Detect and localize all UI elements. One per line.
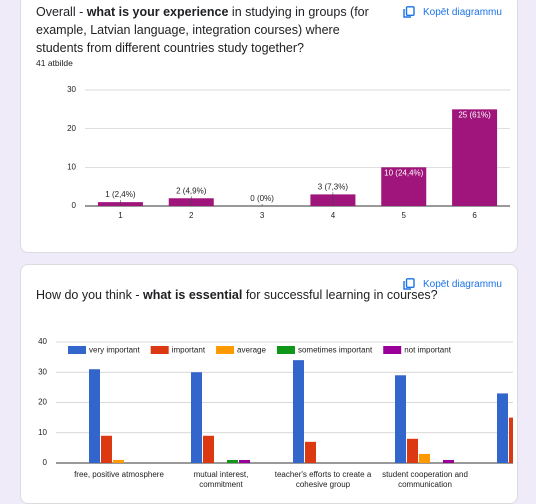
- y-tick-label: 0: [72, 201, 77, 210]
- x-tick-label: mutual interest, commitment: [193, 470, 249, 489]
- legend-label: average: [237, 346, 266, 355]
- question-bold: what is essential: [143, 288, 243, 302]
- bar: [419, 453, 430, 463]
- card: [20, 264, 518, 504]
- charts: 0 10 20 30 1 (2,4%) 1 2 (4,9%) 2 0 (0%) 3 3 (7,3%)…: [38, 85, 513, 467]
- bar: [305, 441, 316, 463]
- bar: [509, 417, 513, 463]
- question-text: for successful learning in courses?: [242, 288, 438, 302]
- data-label: 0 (0%): [250, 194, 274, 203]
- x-tick-label: 1: [118, 211, 123, 220]
- y-tick-label: 40: [38, 337, 47, 346]
- bar: [443, 459, 454, 463]
- legend-label: very important: [89, 346, 140, 355]
- x-tick-label: 4: [331, 211, 336, 220]
- legend-label: sometimes important: [298, 346, 373, 355]
- copy-label: Kopēt diagrammu: [423, 278, 502, 290]
- question-text: Overall -: [36, 5, 87, 19]
- x-tick-label: 2: [189, 211, 194, 220]
- y-tick-label: 0: [43, 458, 48, 467]
- bar: [407, 438, 418, 463]
- bar: [101, 435, 112, 463]
- x-tick-label: 6: [472, 211, 477, 220]
- bar: [395, 375, 406, 463]
- x-tick-label: 3: [260, 211, 265, 220]
- legend-swatch: [216, 346, 235, 354]
- x-tick-label: teacher's efforts to create a cohesive g…: [274, 470, 372, 489]
- legend-label: important: [172, 346, 206, 355]
- question: How do you think - what is essential for…: [36, 286, 456, 304]
- response-count: 41 atbilde: [36, 58, 73, 68]
- copy-button[interactable]: Kopēt diagrammu: [403, 6, 502, 18]
- bar: [381, 167, 427, 206]
- page: {"cards": [ {"question": ["Overall - ", …: [20, 0, 518, 504]
- copy-icon: [403, 6, 415, 18]
- x-tick-label: recog: [477, 470, 513, 480]
- y-tick-label: 10: [38, 428, 47, 437]
- bar: [191, 372, 202, 463]
- bar: [227, 459, 238, 463]
- bar: [497, 393, 508, 463]
- legend-swatch: [276, 346, 295, 354]
- y-tick-label: 30: [67, 85, 76, 94]
- bar: [239, 459, 250, 463]
- card: [20, 0, 518, 253]
- chart: 0 10 20 30 40 very important important average s…: [38, 337, 513, 467]
- legend-swatch: [383, 346, 402, 354]
- copy-label: Kopēt diagrammu: [423, 6, 502, 18]
- data-label: 1 (2,4%): [105, 190, 136, 199]
- bar: [113, 459, 124, 463]
- y-tick-label: 10: [67, 162, 76, 171]
- copy-button[interactable]: Kopēt diagrammu: [403, 278, 502, 290]
- data-label: 3 (7,3%): [318, 183, 349, 192]
- legend-swatch: [150, 346, 169, 354]
- data-label: 10 (24,4%): [384, 168, 423, 177]
- question-text: How do you think -: [36, 288, 143, 302]
- legend-swatch: [68, 346, 86, 354]
- bar: [452, 109, 498, 206]
- bar: [293, 360, 304, 463]
- chart: 0 10 20 30 1 (2,4%) 1 2 (4,9%) 2 0 (0%) 3 3 (7,3%)…: [67, 85, 510, 220]
- question-text: in studying in groups (for example, Latv…: [36, 5, 369, 55]
- y-tick-label: 30: [38, 367, 47, 376]
- data-label: 2 (4,9%): [176, 186, 207, 195]
- x-labels: free, positive atmosphere mutual interest…: [74, 470, 513, 489]
- x-tick-label: 5: [402, 211, 407, 220]
- x-tick-label: student cooperation and communication: [382, 470, 468, 489]
- bar: [203, 435, 214, 463]
- legend-label: not important: [404, 346, 451, 355]
- question: Overall - what is your experience in stu…: [36, 3, 381, 57]
- copy-icon: [403, 278, 415, 290]
- x-tick-label: free, positive atmosphere: [74, 470, 164, 479]
- bar: [89, 369, 100, 463]
- y-tick-label: 20: [38, 398, 47, 407]
- data-label: 25 (61%): [458, 110, 491, 119]
- question-bold: what is your experience: [86, 5, 229, 19]
- y-tick-label: 20: [67, 124, 76, 133]
